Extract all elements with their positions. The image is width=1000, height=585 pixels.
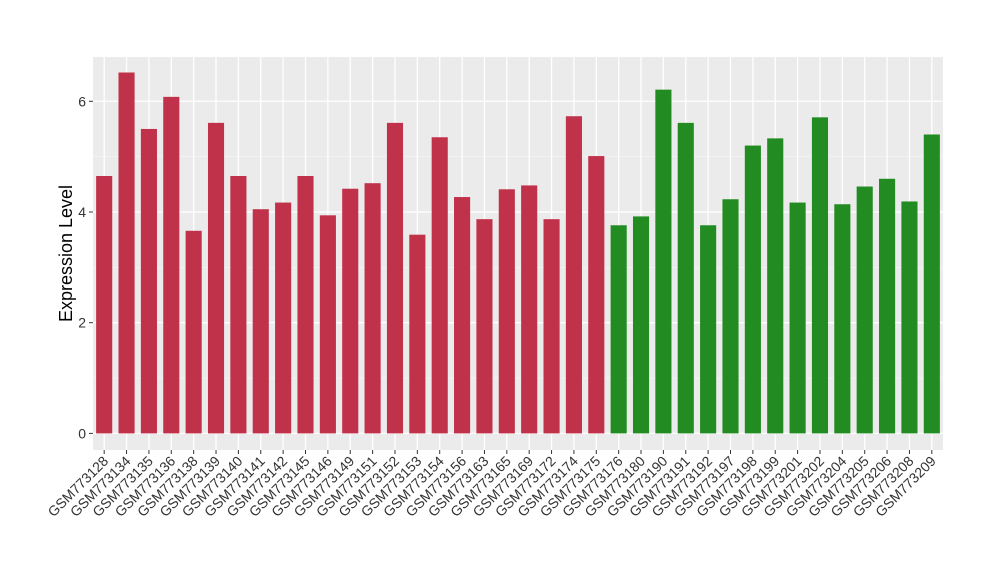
y-tick-label: 6 — [78, 93, 86, 109]
bar-GSM773201 — [789, 202, 806, 434]
bar-GSM773190 — [655, 89, 672, 434]
bar-GSM773165 — [498, 189, 515, 434]
bar-GSM773198 — [744, 145, 761, 434]
bar-GSM773175 — [588, 156, 605, 434]
bar-GSM773174 — [565, 116, 582, 434]
x-axis-ticks: GSM773128GSM773134GSM773135GSM773136GSM7… — [44, 450, 939, 520]
bar-GSM773146 — [319, 215, 336, 434]
bar-GSM773154 — [431, 137, 448, 434]
bar-GSM773180 — [632, 216, 650, 434]
bar-GSM773197 — [722, 199, 739, 434]
bar-GSM773169 — [521, 185, 538, 434]
bar-GSM773205 — [856, 186, 873, 434]
bar-GSM773163 — [476, 219, 493, 434]
bar-GSM773145 — [297, 176, 314, 434]
bar-GSM773192 — [700, 225, 717, 434]
bar-GSM773209 — [923, 134, 940, 434]
bar-GSM773153 — [409, 234, 426, 434]
bar-GSM773134 — [118, 72, 135, 434]
bar-GSM773206 — [879, 178, 896, 434]
y-tick-label: 2 — [78, 315, 86, 331]
bar-GSM773156 — [454, 197, 471, 434]
bar-GSM773172 — [543, 219, 560, 434]
bars — [96, 72, 940, 434]
y-tick-label: 0 — [78, 425, 86, 441]
bar-GSM773140 — [230, 176, 247, 434]
bar-GSM773138 — [185, 230, 202, 434]
bar-GSM773191 — [677, 122, 694, 434]
bar-GSM773199 — [767, 138, 784, 434]
y-axis-label: Expression Level — [56, 185, 76, 322]
y-axis-ticks: 0 2 4 6 — [78, 93, 93, 441]
bar-GSM773208 — [901, 201, 918, 434]
bar-GSM773135 — [140, 128, 157, 434]
bar-GSM773142 — [275, 202, 292, 434]
bar-GSM773139 — [207, 122, 225, 434]
bar-GSM773136 — [163, 96, 180, 434]
bar-GSM773151 — [364, 183, 381, 434]
bar-GSM773176 — [610, 225, 627, 434]
bar-GSM773128 — [96, 176, 113, 434]
bar-GSM773204 — [834, 204, 851, 434]
bar-GSM773141 — [252, 209, 269, 434]
bar-GSM773202 — [811, 117, 829, 434]
y-tick-label: 4 — [78, 204, 86, 220]
bar-GSM773149 — [342, 188, 359, 434]
bar-GSM773152 — [386, 122, 404, 434]
